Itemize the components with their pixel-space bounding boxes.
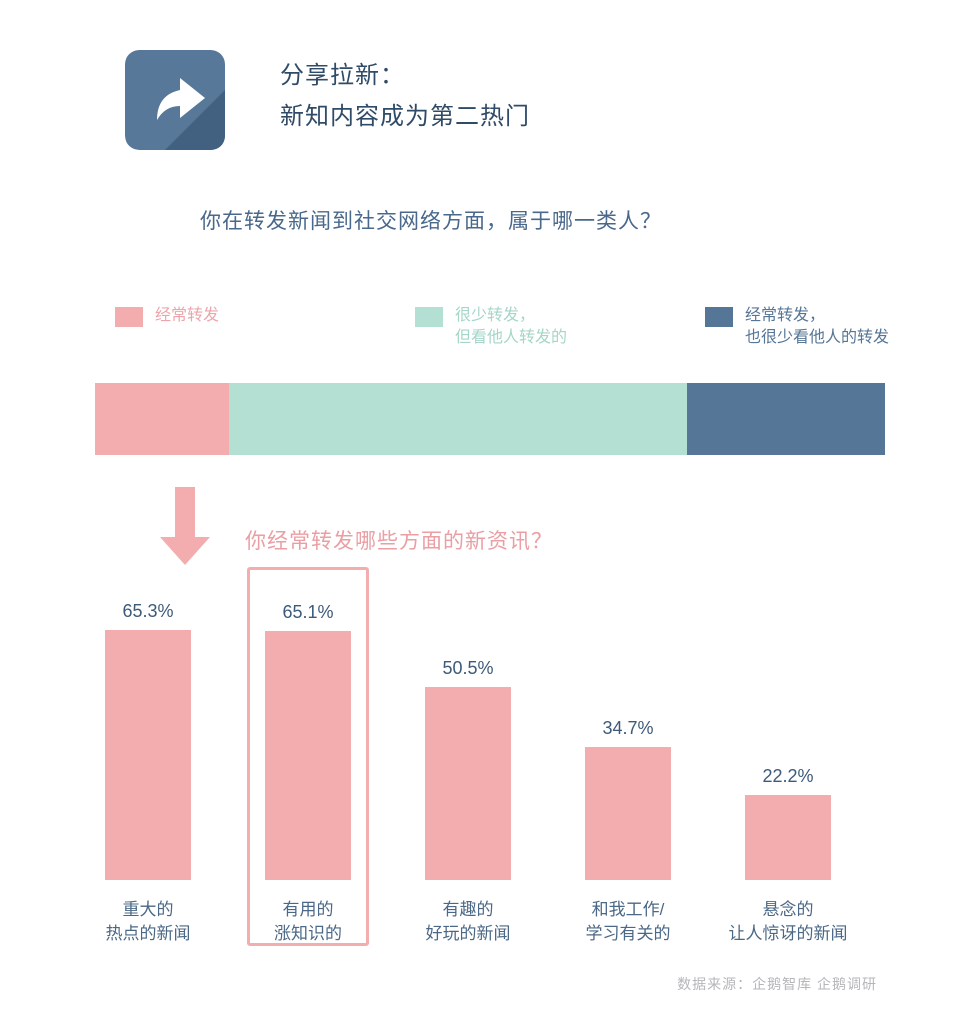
bar-rect [585, 747, 671, 880]
share-icon [125, 50, 225, 150]
legend-swatch [115, 307, 143, 327]
arrow-down-icon [160, 487, 210, 572]
page-title: 分享拉新： 新知内容成为第二热门 [280, 56, 530, 138]
bar-value: 50.5% [425, 658, 511, 679]
bar-3: 34.7%和我工作/学习有关的 [585, 718, 671, 880]
legend-item-2: 经常转发，也很少看他人的转发 [705, 305, 965, 348]
bar-0: 65.3%重大的热点的新闻 [105, 601, 191, 880]
question-1: 你在转发新闻到社交网络方面，属于哪一类人？ [200, 205, 967, 235]
legend-item-1: 很少转发，但看他人转发的 [415, 305, 705, 348]
bar-value: 22.2% [745, 766, 831, 787]
legend: 经常转发 很少转发，但看他人转发的 经常转发，也很少看他人的转发 [115, 305, 967, 348]
bar-rect [425, 687, 511, 880]
bar-value: 34.7% [585, 718, 671, 739]
bar-4: 22.2%悬念的让人惊讶的新闻 [745, 766, 831, 880]
bar-rect [105, 630, 191, 880]
bar-label: 和我工作/学习有关的 [586, 898, 671, 946]
legend-label: 经常转发，也很少看他人的转发 [745, 305, 889, 348]
question-2: 你经常转发哪些方面的新资讯？ [245, 525, 553, 555]
bar-label: 重大的热点的新闻 [106, 898, 191, 946]
legend-swatch [415, 307, 443, 327]
title-line-2: 新知内容成为第二热门 [280, 97, 530, 138]
bar-2: 50.5%有趣的好玩的新闻 [425, 658, 511, 880]
title-line-1: 分享拉新： [280, 56, 530, 97]
bar-rect [745, 795, 831, 880]
bar-label: 悬念的让人惊讶的新闻 [729, 898, 848, 946]
stacked-segment-2 [687, 383, 885, 455]
legend-item-0: 经常转发 [115, 305, 415, 348]
stacked-segment-0 [95, 383, 229, 455]
legend-swatch [705, 307, 733, 327]
bar-value: 65.3% [105, 601, 191, 622]
bar-chart: 65.3%重大的热点的新闻65.1%有用的涨知识的50.5%有趣的好玩的新闻34… [85, 590, 925, 950]
legend-label: 经常转发 [155, 305, 219, 327]
bar-label: 有趣的好玩的新闻 [426, 898, 511, 946]
data-source: 数据来源：企鹅智库 企鹅调研 [677, 974, 877, 994]
stacked-bar-chart [95, 383, 885, 455]
stacked-segment-1 [229, 383, 687, 455]
highlight-box [247, 567, 369, 946]
legend-label: 很少转发，但看他人转发的 [455, 305, 567, 348]
